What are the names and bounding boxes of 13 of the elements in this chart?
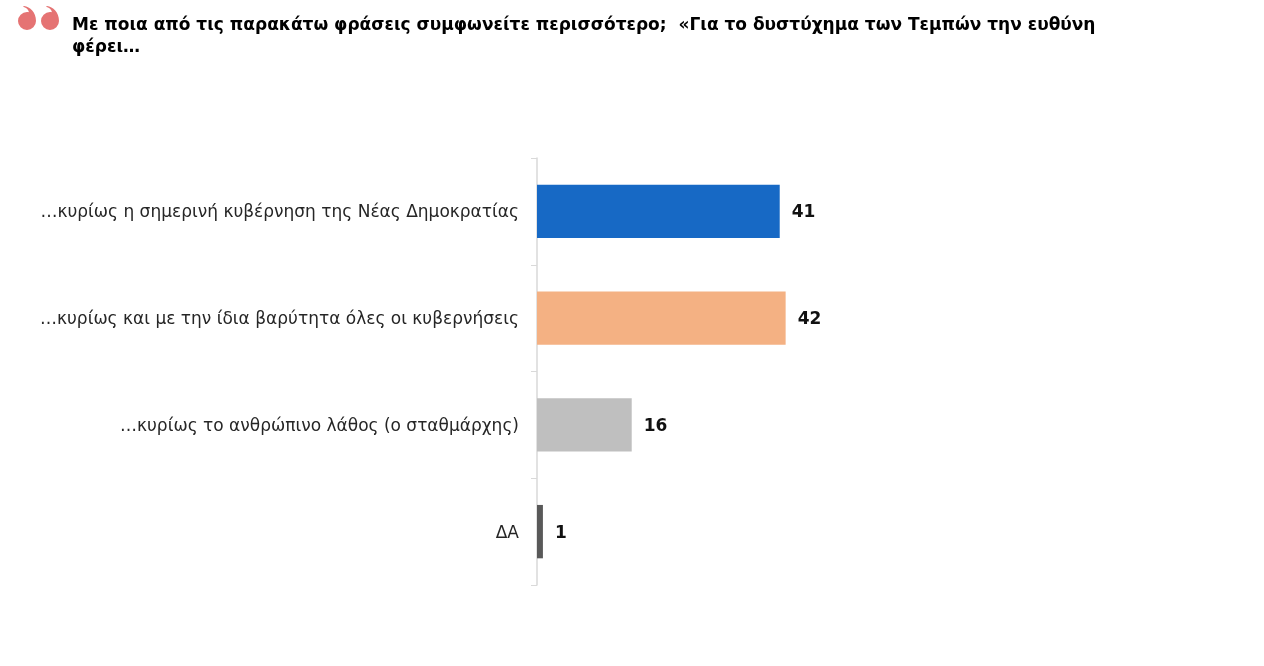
data-label: 1 [554,521,567,542]
data-label: 42 [797,308,822,329]
y-tick-label: ΔΑ [495,521,520,542]
y-tick-label: …κυρίως και με την ίδια βαρύτητα όλες οι κυβερνήσεις [39,308,519,329]
data-label: 41 [791,201,816,222]
bar [537,398,632,452]
data-label: 16 [643,414,668,435]
bar [537,291,786,345]
y-tick-label: …κυρίως το ανθρώπινο λάθος (ο σταθμάρχης) [120,414,519,435]
chart-title: Με ποια από τις παρακάτω φράσεις συμφωνείτε περισσότερο; «Για το δυστύχημα των Τεμπών την ευθύνη φέρει… [72,13,1097,57]
y-tick-label: …κυρίως η σημερινή κυβέρνηση της Νέας Δημοκρατίας [40,201,519,222]
bar [537,504,543,559]
bar [537,184,780,239]
